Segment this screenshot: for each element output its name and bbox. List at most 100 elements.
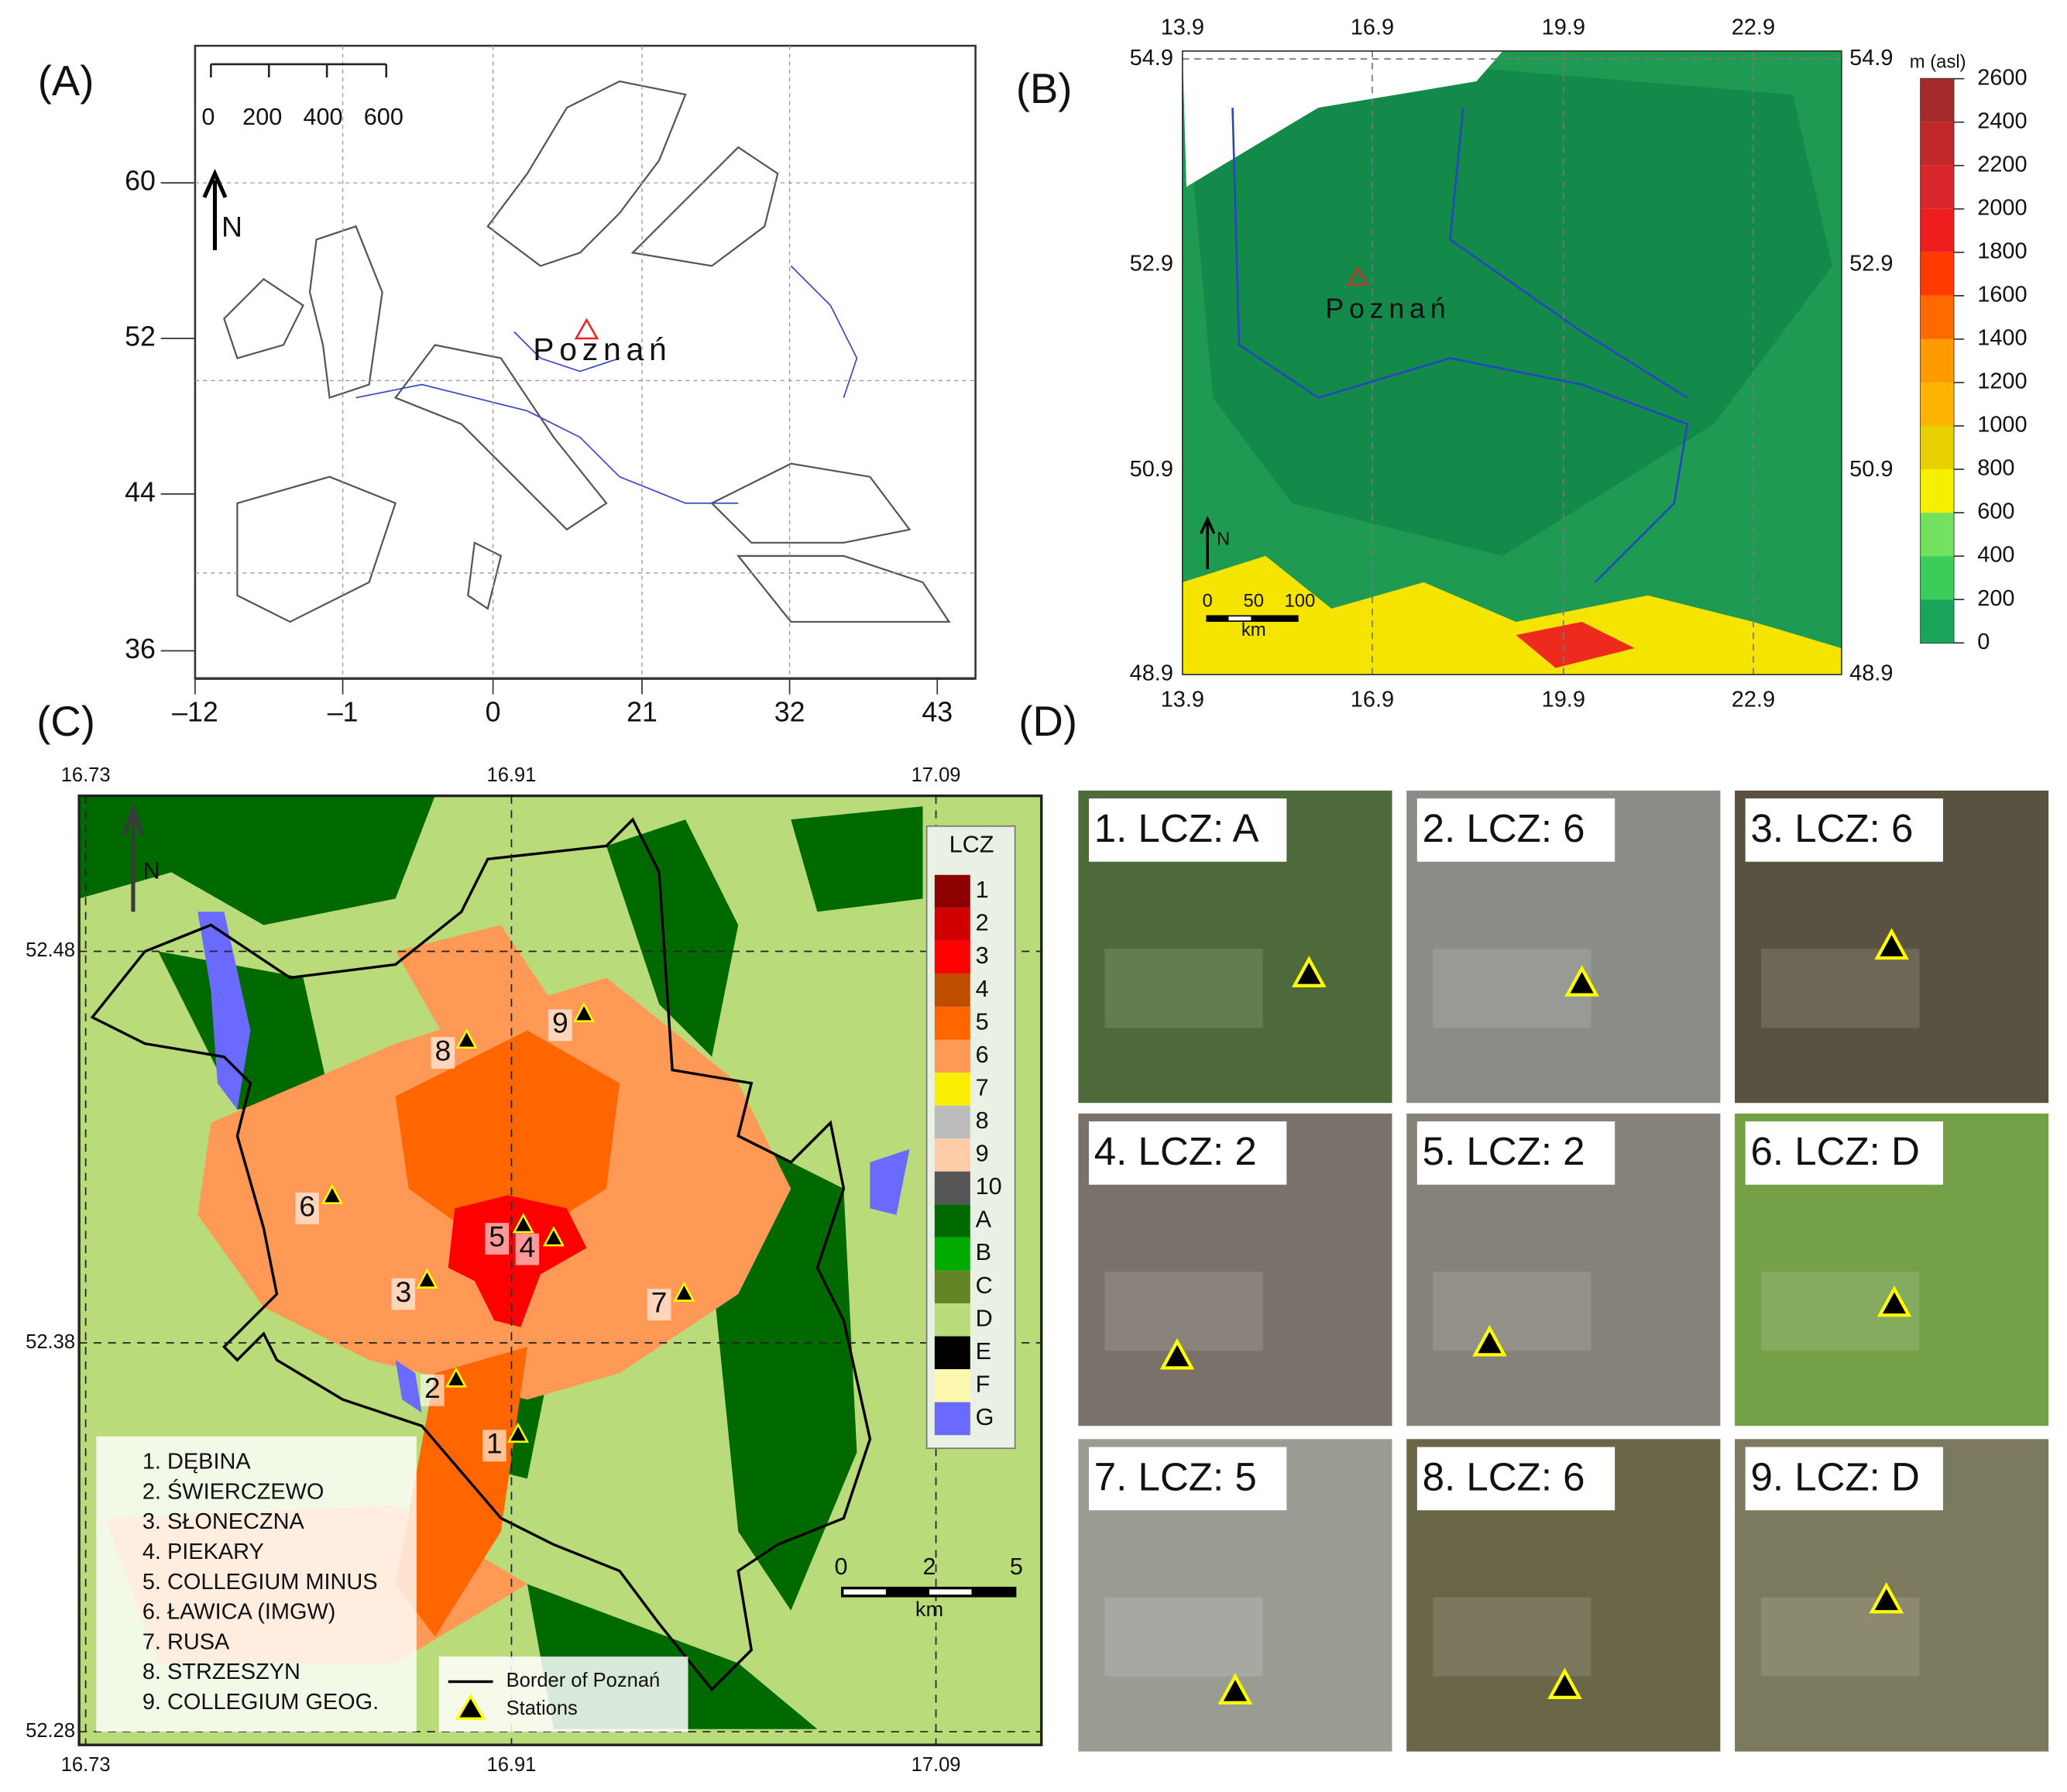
x-tick-label: 16.73 <box>61 764 111 786</box>
y-tick-label: 52.9 <box>1130 251 1173 276</box>
station-marker <box>1159 1337 1195 1370</box>
north-label: N <box>143 857 160 884</box>
scale-bar-fill <box>929 1589 972 1595</box>
station-label-bg <box>391 1278 416 1310</box>
photo-texture <box>1433 1597 1591 1677</box>
colorbar-tick-label: 0 <box>1977 630 1990 654</box>
baltic-sea <box>1182 50 1503 187</box>
legend-swatch <box>934 1303 970 1337</box>
station-number: 8 <box>435 1034 452 1066</box>
y-tick-label: 50.9 <box>1130 457 1173 482</box>
colorbar-segment <box>1921 295 1954 339</box>
scale-bar-fill <box>1228 616 1252 621</box>
x-tick-label: 19.9 <box>1542 688 1585 712</box>
station-label-bg <box>548 1009 572 1042</box>
colorbar-segment <box>1921 513 1954 557</box>
scale-label: 0 <box>834 1553 847 1580</box>
city-label: Poznań <box>533 331 671 367</box>
station-marker <box>1564 965 1599 997</box>
y-tick-label: 60 <box>125 166 156 197</box>
station-name: 3. SŁONECZNA <box>142 1509 305 1534</box>
legend-label: 9 <box>976 1141 989 1167</box>
x-tick-label: –1 <box>328 697 359 728</box>
scale-label: 50 <box>1244 591 1265 612</box>
north-label: N <box>1217 529 1230 550</box>
x-tick-label: 13.9 <box>1161 688 1204 712</box>
legend-label: 6 <box>976 1042 989 1068</box>
x-tick-label: 13.9 <box>1161 15 1204 40</box>
y-tick-label: 48.9 <box>1130 661 1173 686</box>
station-name: 7. RUSA <box>142 1629 230 1654</box>
station-marker <box>673 1281 695 1302</box>
graticule <box>1182 50 1842 675</box>
station-name: 8. STRZESZYN <box>142 1660 300 1684</box>
station-marker <box>506 1422 530 1443</box>
legend-swatch <box>934 874 970 908</box>
photo-caption: 4. LCZ: 2 <box>1094 1129 1257 1173</box>
photo-caption: 3. LCZ: 6 <box>1750 806 1913 850</box>
coastlines <box>223 80 951 623</box>
station-marker <box>573 1001 596 1022</box>
legend-label: C <box>976 1272 993 1299</box>
colorbar-segment <box>1921 469 1954 513</box>
north-arrow <box>122 802 145 912</box>
legend-label: 5 <box>976 1008 989 1035</box>
colorbar-segment <box>1921 599 1954 644</box>
scale-bar <box>210 63 388 77</box>
station-marker <box>445 1367 468 1388</box>
station-label-bg <box>295 1192 319 1224</box>
legend-swatch <box>934 1237 970 1271</box>
station-marker <box>542 1226 565 1247</box>
colorbar-tick-label: 2400 <box>1977 108 2027 133</box>
station-name: 9. COLLEGIUM GEOG. <box>142 1690 379 1715</box>
y-tick-label: 54.9 <box>1849 46 1893 70</box>
legend-label: 8 <box>976 1107 989 1134</box>
scale-label: 0 <box>201 104 215 130</box>
panel-label: (B) <box>1016 65 1073 112</box>
colorbar-tick-label: 2000 <box>1977 195 2027 220</box>
station-marker <box>321 1183 343 1204</box>
colorbar-tick-label: 1400 <box>1977 326 2027 351</box>
legend-label: B <box>976 1239 991 1265</box>
photo-caption: 1. LCZ: A <box>1094 806 1259 850</box>
x-tick-label: 17.09 <box>912 1754 961 1776</box>
station-label-bg <box>431 1037 455 1069</box>
station-label-bg <box>482 1430 506 1462</box>
city-marker <box>574 318 599 340</box>
scale-label: 600 <box>364 104 403 130</box>
north-label: N <box>221 211 242 243</box>
station-number: 6 <box>299 1190 315 1222</box>
photo-caption: 2. LCZ: 6 <box>1423 806 1585 850</box>
legend-label: 7 <box>976 1074 989 1100</box>
station-marker <box>1547 1667 1582 1700</box>
x-tick-label: 16.9 <box>1351 688 1394 712</box>
station-number: 1 <box>486 1427 503 1460</box>
station-marker <box>1291 956 1327 987</box>
station-marker <box>512 1213 534 1234</box>
station-label-bg <box>485 1223 510 1255</box>
city-label: Poznań <box>1325 294 1451 324</box>
photo-texture <box>1761 949 1920 1028</box>
compact-patches <box>395 1030 620 1637</box>
station-marker <box>455 1028 478 1049</box>
y-tick-label: 44 <box>125 476 156 507</box>
x-tick-label: –12 <box>172 697 218 728</box>
y-tick-label: 54.9 <box>1130 46 1173 70</box>
station-marker <box>416 1268 438 1289</box>
city-marker <box>1347 266 1369 286</box>
caption-box <box>1416 798 1615 862</box>
legend-swatch <box>934 1006 970 1040</box>
legend-swatch <box>934 1073 970 1106</box>
legend-label: Border of Poznań <box>506 1670 661 1691</box>
legend-label: Stations <box>506 1698 578 1719</box>
colorbar-tick-label: 400 <box>1977 543 2014 568</box>
scale-unit: km <box>915 1597 943 1621</box>
caption-box <box>1416 1447 1615 1511</box>
panel-b-frame <box>1181 50 1842 675</box>
x-tick-label: 22.9 <box>1732 15 1775 40</box>
border-legend-box <box>438 1656 688 1732</box>
station-name: 6. ŁAWICA (IMGW) <box>142 1600 336 1625</box>
north-arrow <box>1200 516 1216 569</box>
photo-caption: 5. LCZ: 2 <box>1423 1129 1585 1173</box>
photo-caption: 7. LCZ: 5 <box>1094 1455 1257 1499</box>
